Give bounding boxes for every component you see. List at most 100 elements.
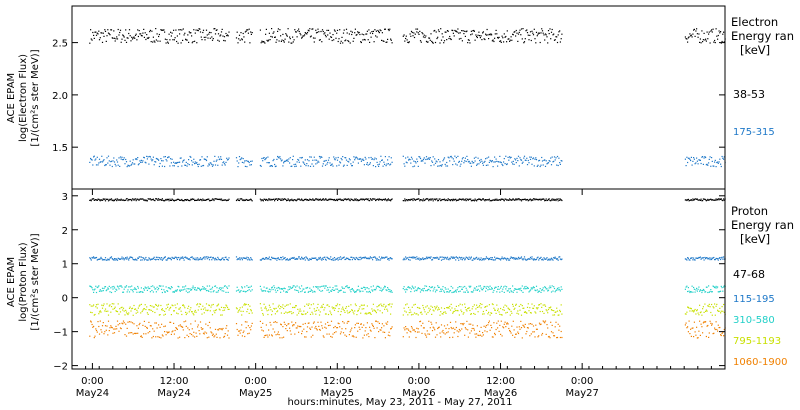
data-point-47-68 — [444, 199, 446, 202]
data-point-795-1193 — [354, 303, 356, 305]
data-point-795-1193 — [720, 310, 722, 312]
data-point-47-68 — [117, 199, 119, 201]
data-point-310-580 — [459, 290, 461, 292]
data-point-38-53 — [161, 29, 163, 31]
data-point-115-195 — [134, 258, 137, 260]
data-point-47-68 — [247, 199, 249, 201]
data-point-47-68 — [101, 199, 103, 201]
data-point-175-315 — [375, 166, 377, 168]
data-point-115-195 — [707, 258, 709, 260]
data-point-795-1193 — [220, 306, 223, 308]
data-point-175-315 — [521, 162, 523, 164]
data-point-310-580 — [468, 285, 470, 287]
data-point-38-53 — [456, 31, 458, 33]
data-point-115-195 — [118, 258, 120, 260]
data-point-175-315 — [715, 166, 717, 168]
data-point-175-315 — [487, 164, 489, 166]
data-point-38-53 — [542, 32, 544, 34]
data-point-175-315 — [365, 158, 367, 160]
data-point-38-53 — [694, 35, 696, 37]
data-point-47-68 — [366, 198, 368, 200]
data-point-1060-1900 — [536, 328, 538, 330]
data-point-795-1193 — [716, 303, 718, 305]
data-point-38-53 — [684, 36, 686, 38]
data-point-38-53 — [375, 35, 377, 37]
data-point-115-195 — [137, 257, 139, 259]
data-point-38-53 — [250, 31, 252, 33]
data-point-310-580 — [368, 288, 370, 290]
data-point-38-53 — [506, 30, 508, 32]
data-point-115-195 — [721, 256, 723, 258]
data-point-175-315 — [153, 164, 155, 166]
data-point-310-580 — [430, 287, 432, 289]
data-point-795-1193 — [167, 306, 169, 308]
data-point-175-315 — [238, 162, 240, 164]
data-point-38-53 — [132, 37, 134, 39]
data-point-115-195 — [426, 257, 428, 260]
data-point-47-68 — [148, 198, 150, 200]
data-point-795-1193 — [422, 304, 424, 307]
data-point-175-315 — [419, 156, 421, 158]
data-point-175-315 — [339, 162, 342, 164]
data-point-47-68 — [489, 200, 491, 202]
data-point-1060-1900 — [155, 322, 157, 324]
data-point-175-315 — [426, 158, 428, 160]
data-point-795-1193 — [223, 307, 225, 309]
data-point-795-1193 — [140, 303, 142, 305]
data-point-795-1193 — [347, 312, 349, 314]
data-point-310-580 — [514, 288, 516, 290]
data-point-310-580 — [716, 287, 718, 289]
data-point-38-53 — [162, 29, 164, 31]
data-point-310-580 — [465, 287, 467, 289]
data-point-795-1193 — [280, 306, 282, 308]
data-point-175-315 — [705, 156, 707, 159]
data-point-1060-1900 — [153, 330, 155, 332]
data-point-175-315 — [699, 159, 701, 161]
data-point-115-195 — [293, 256, 295, 259]
data-point-1060-1900 — [528, 323, 530, 325]
data-point-310-580 — [428, 288, 430, 290]
data-point-1060-1900 — [422, 327, 425, 329]
data-point-1060-1900 — [361, 326, 363, 328]
data-point-795-1193 — [693, 311, 695, 313]
data-point-1060-1900 — [143, 333, 145, 335]
data-point-795-1193 — [179, 308, 181, 310]
data-point-1060-1900 — [465, 328, 467, 330]
data-point-1060-1900 — [706, 325, 708, 327]
data-point-47-68 — [95, 199, 98, 201]
data-point-38-53 — [208, 33, 210, 35]
data-point-310-580 — [709, 290, 711, 293]
data-point-115-195 — [149, 259, 151, 261]
data-point-115-195 — [144, 258, 146, 260]
data-point-1060-1900 — [116, 320, 119, 322]
data-point-795-1193 — [238, 310, 240, 312]
data-point-115-195 — [172, 257, 174, 259]
data-point-175-315 — [438, 165, 440, 167]
data-point-47-68 — [717, 199, 719, 201]
data-point-175-315 — [333, 158, 336, 160]
data-point-47-68 — [414, 199, 416, 201]
data-point-310-580 — [286, 291, 288, 293]
data-point-310-580 — [418, 287, 420, 290]
data-point-38-53 — [690, 34, 692, 36]
data-point-47-68 — [104, 198, 106, 200]
data-point-47-68 — [190, 198, 192, 200]
data-point-175-315 — [511, 161, 513, 163]
data-point-115-195 — [516, 258, 518, 260]
data-point-47-68 — [143, 199, 145, 201]
data-point-175-315 — [211, 163, 213, 166]
data-point-38-53 — [339, 42, 342, 44]
data-point-310-580 — [351, 288, 353, 290]
data-point-38-53 — [703, 32, 705, 34]
data-point-310-580 — [98, 290, 101, 292]
data-point-175-315 — [104, 164, 106, 167]
data-point-47-68 — [299, 199, 301, 201]
data-point-1060-1900 — [109, 327, 111, 329]
data-point-1060-1900 — [478, 334, 480, 337]
data-point-47-68 — [207, 198, 209, 200]
data-point-115-195 — [448, 259, 450, 261]
data-point-175-315 — [423, 157, 425, 159]
data-point-47-68 — [361, 199, 363, 201]
data-point-175-315 — [413, 165, 416, 167]
data-point-795-1193 — [240, 310, 242, 312]
